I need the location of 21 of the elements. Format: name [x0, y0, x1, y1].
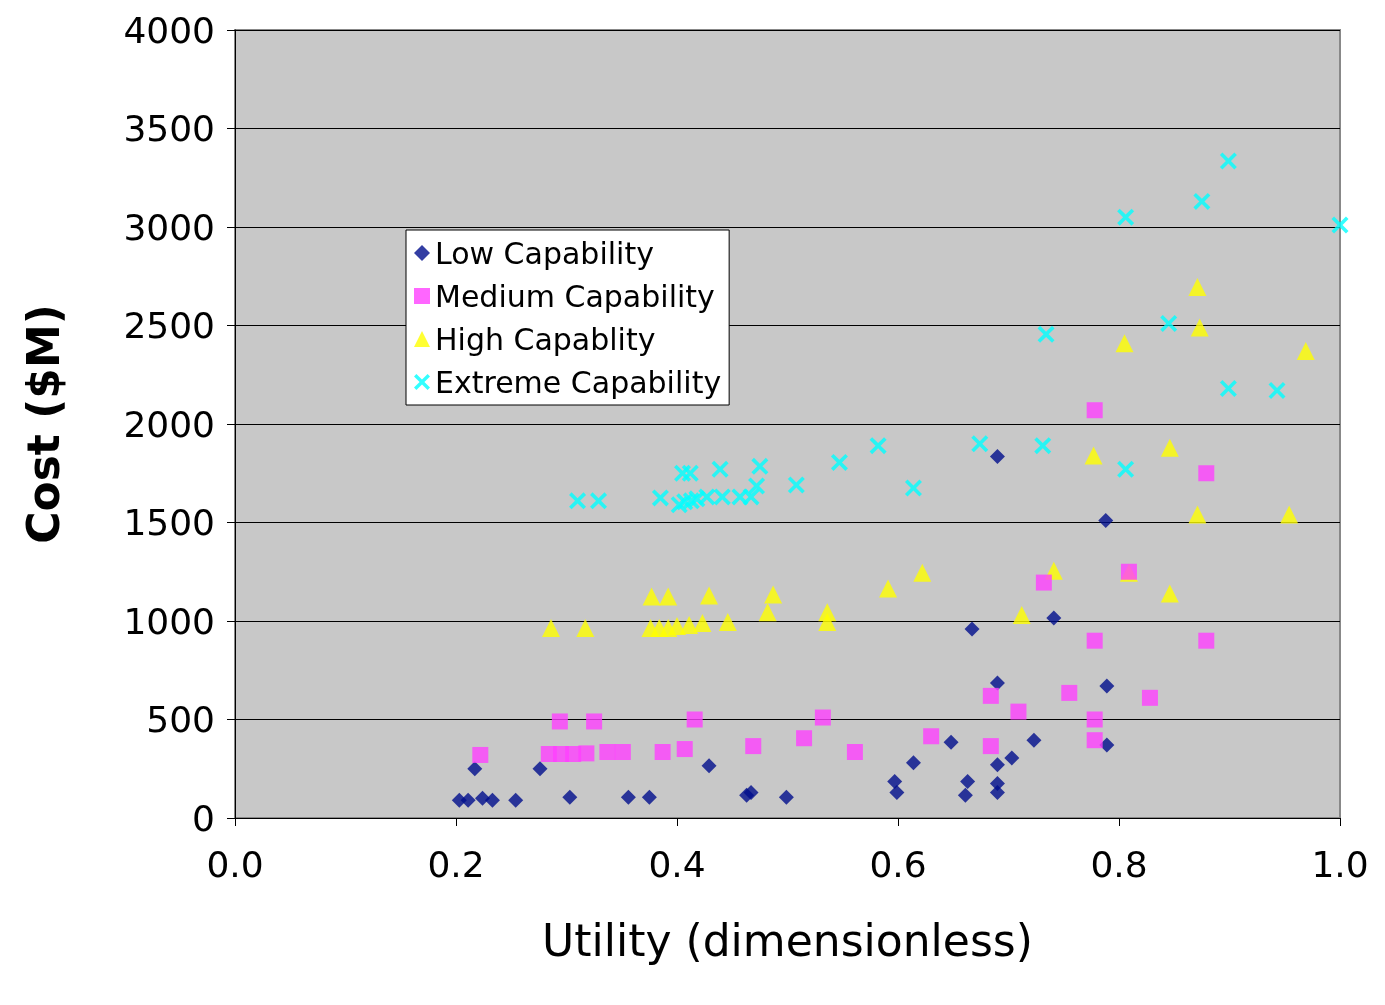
x-tick-label: 0.4 [648, 843, 706, 885]
x-tick-label: 0.2 [427, 843, 485, 885]
y-tick-label: 2500 [123, 305, 215, 346]
legend-label: Medium Capability [435, 278, 715, 314]
y-tick-label: 0 [192, 797, 215, 839]
y-tick-label: 4000 [123, 9, 215, 51]
x-axis-title: Utility (dimensionless) [542, 914, 1033, 966]
y-tick-label: 1000 [123, 600, 215, 642]
x-tick-label: 0.6 [869, 843, 927, 885]
y-tick-label: 3500 [123, 108, 215, 149]
legend-label: High Capablity [435, 321, 656, 357]
y-axis-title: Cost ($M) [17, 304, 69, 544]
y-tick-label: 3000 [123, 206, 215, 248]
legend-label: Low Capability [435, 235, 654, 271]
y-tick-label: 2000 [123, 403, 215, 445]
y-tick-label: 1500 [123, 502, 215, 543]
x-tick-label: 1.0 [1311, 843, 1369, 885]
x-tick-label: 0.8 [1090, 843, 1148, 885]
x-tick-label: 0.0 [206, 843, 264, 885]
y-tick-label: 500 [146, 699, 215, 740]
legend-label: Extreme Capability [435, 364, 722, 400]
